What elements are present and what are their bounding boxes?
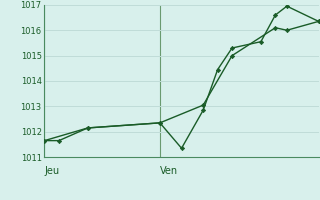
Text: Ven: Ven — [160, 166, 178, 176]
Text: Jeu: Jeu — [44, 166, 60, 176]
